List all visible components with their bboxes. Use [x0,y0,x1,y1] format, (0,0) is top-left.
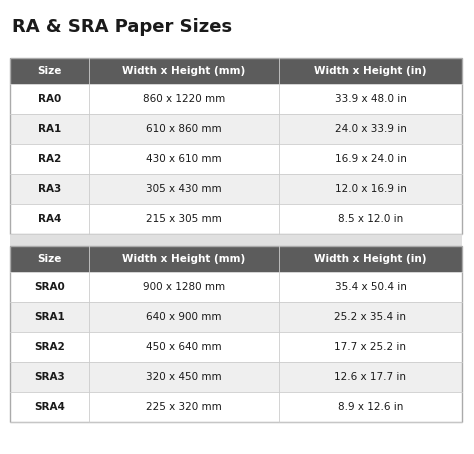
Text: 24.0 x 33.9 in: 24.0 x 33.9 in [335,124,406,134]
Bar [279,174,462,204]
Bar [279,392,462,422]
Text: Width x Height (mm): Width x Height (mm) [122,66,246,76]
Bar [89,204,279,234]
Text: SRA3: SRA3 [34,372,65,382]
Text: 12.0 x 16.9 in: 12.0 x 16.9 in [335,184,406,194]
Text: 25.2 x 35.4 in: 25.2 x 35.4 in [335,312,407,322]
Text: Width x Height (in): Width x Height (in) [314,254,427,264]
Text: 860 x 1220 mm: 860 x 1220 mm [143,94,225,104]
Text: Width x Height (mm): Width x Height (mm) [122,254,246,264]
Text: SRA1: SRA1 [34,312,65,322]
Bar [89,362,279,392]
Text: 640 x 900 mm: 640 x 900 mm [146,312,222,322]
Text: 8.9 x 12.6 in: 8.9 x 12.6 in [338,402,403,412]
Text: RA1: RA1 [38,124,61,134]
Bar [10,246,462,422]
Text: 900 x 1280 mm: 900 x 1280 mm [143,282,225,292]
Bar [279,272,462,302]
Text: 16.9 x 24.0 in: 16.9 x 24.0 in [335,154,406,164]
Text: 12.6 x 17.7 in: 12.6 x 17.7 in [335,372,407,382]
Bar [10,174,89,204]
Bar [10,272,89,302]
Bar [89,144,279,174]
Text: RA & SRA Paper Sizes: RA & SRA Paper Sizes [12,18,232,36]
Text: 35.4 x 50.4 in: 35.4 x 50.4 in [335,282,406,292]
Bar [279,114,462,144]
Text: Size: Size [37,66,62,76]
Bar [89,272,279,302]
Text: SRA0: SRA0 [34,282,65,292]
Bar [279,144,462,174]
Bar [10,392,89,422]
Bar [279,332,462,362]
Text: SRA4: SRA4 [34,402,65,412]
Bar [10,362,89,392]
Text: 17.7 x 25.2 in: 17.7 x 25.2 in [335,342,407,352]
Bar [89,84,279,114]
Bar [89,114,279,144]
Bar [10,58,462,84]
Bar [10,332,89,362]
Bar [10,302,89,332]
Bar [10,246,462,272]
Bar [10,234,462,246]
Bar [279,362,462,392]
Text: 225 x 320 mm: 225 x 320 mm [146,402,222,412]
Text: 215 x 305 mm: 215 x 305 mm [146,214,222,224]
Text: SRA2: SRA2 [34,342,65,352]
Text: RA2: RA2 [38,154,61,164]
Bar [279,84,462,114]
Text: 430 x 610 mm: 430 x 610 mm [146,154,222,164]
Text: RA0: RA0 [38,94,61,104]
Text: 305 x 430 mm: 305 x 430 mm [146,184,222,194]
Text: Width x Height (in): Width x Height (in) [314,66,427,76]
Bar [89,392,279,422]
Text: RA4: RA4 [38,214,61,224]
Bar [10,58,462,234]
Bar [10,84,89,114]
Bar [279,302,462,332]
Text: Size: Size [37,254,62,264]
Text: 320 x 450 mm: 320 x 450 mm [146,372,222,382]
Bar [89,332,279,362]
Text: RA3: RA3 [38,184,61,194]
Text: 33.9 x 48.0 in: 33.9 x 48.0 in [335,94,406,104]
Bar [10,204,89,234]
Bar [279,204,462,234]
Text: 450 x 640 mm: 450 x 640 mm [146,342,222,352]
Text: 8.5 x 12.0 in: 8.5 x 12.0 in [338,214,403,224]
Text: 610 x 860 mm: 610 x 860 mm [146,124,222,134]
Bar [10,144,89,174]
Bar [10,114,89,144]
Bar [89,174,279,204]
Bar [89,302,279,332]
